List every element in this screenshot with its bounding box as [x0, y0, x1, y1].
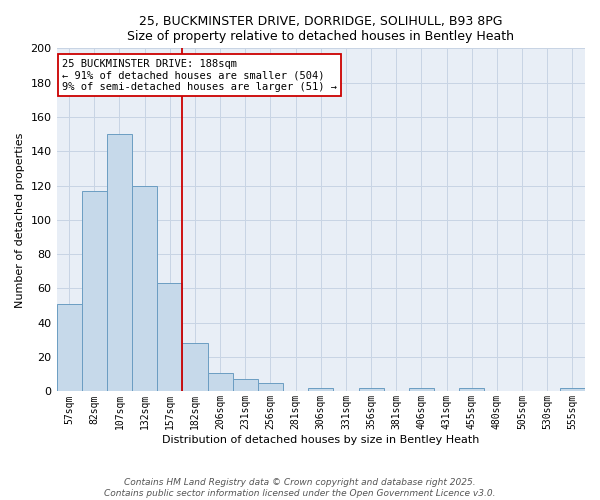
X-axis label: Distribution of detached houses by size in Bentley Heath: Distribution of detached houses by size …	[162, 435, 479, 445]
Title: 25, BUCKMINSTER DRIVE, DORRIDGE, SOLIHULL, B93 8PG
Size of property relative to : 25, BUCKMINSTER DRIVE, DORRIDGE, SOLIHUL…	[127, 15, 514, 43]
Bar	[233, 380, 258, 392]
Bar	[308, 388, 334, 392]
Text: 25 BUCKMINSTER DRIVE: 188sqm
← 91% of detached houses are smaller (504)
9% of se: 25 BUCKMINSTER DRIVE: 188sqm ← 91% of de…	[62, 58, 337, 92]
Bar	[459, 388, 484, 392]
Bar	[82, 190, 107, 392]
Text: Contains HM Land Registry data © Crown copyright and database right 2025.
Contai: Contains HM Land Registry data © Crown c…	[104, 478, 496, 498]
Bar	[208, 372, 233, 392]
Bar	[157, 284, 182, 392]
Bar	[182, 344, 208, 392]
Bar	[132, 186, 157, 392]
Bar	[359, 388, 383, 392]
Bar	[409, 388, 434, 392]
Bar	[56, 304, 82, 392]
Bar	[560, 388, 585, 392]
Bar	[107, 134, 132, 392]
Y-axis label: Number of detached properties: Number of detached properties	[15, 132, 25, 308]
Bar	[258, 383, 283, 392]
